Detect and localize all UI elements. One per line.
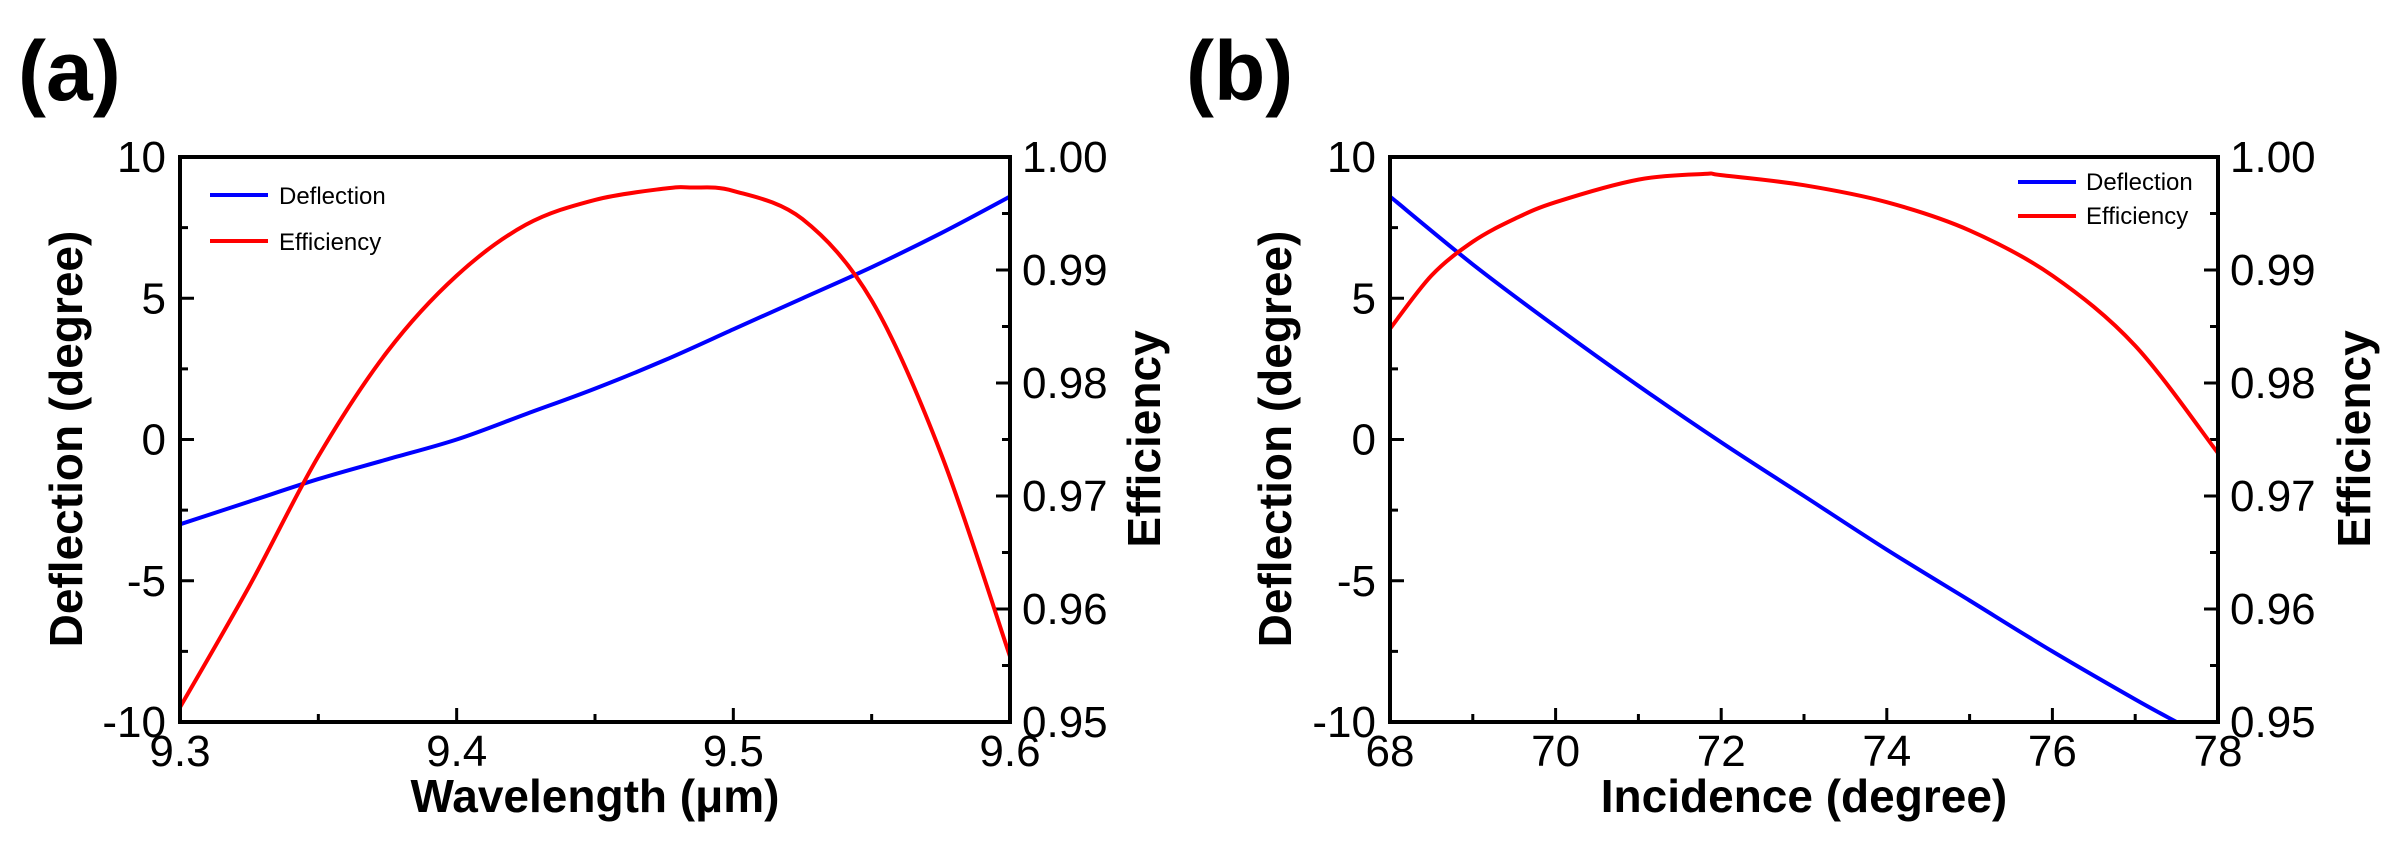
y-left-axis-title-a: Deflection (degree): [40, 231, 92, 648]
axes-ticks-b: [1388, 155, 2220, 724]
x-tick-label: 9.6: [979, 727, 1040, 776]
y-right-tick-label: 1.00: [1022, 133, 1108, 182]
series-line-deflection-a: [179, 194, 1011, 527]
y-right-tick-label: 0.95: [1022, 698, 1108, 747]
y-left-tick-label: 10: [1327, 133, 1376, 182]
legend-label-deflection-a: Deflection: [279, 183, 386, 210]
y-left-axis-title-b: Deflection (degree): [1249, 231, 1301, 648]
x-tick-label: 68: [1366, 727, 1415, 776]
y-right-tick-label: 0.96: [1022, 585, 1108, 634]
series-line-deflection-b: [1388, 194, 2178, 724]
tick-labels-a: 9.3 9.4 9.5 9.6 -10 -5 0 5 10 0.95 0.96 0.97 0.98 0.9…: [102, 133, 1107, 776]
y-right-tick-label: 0.95: [2230, 698, 2316, 747]
y-right-tick-label: 0.97: [2230, 472, 2316, 521]
y-left-tick-label: -10: [102, 698, 166, 747]
series-group-b: [1388, 171, 2220, 724]
legend-a: Deflection Efficiency: [210, 183, 386, 256]
legend-b: Deflection Efficiency: [2018, 169, 2193, 230]
y-right-tick-label: 0.97: [1022, 472, 1108, 521]
y-left-tick-label: 5: [142, 274, 166, 323]
x-tick-label: 70: [1531, 727, 1580, 776]
y-left-tick-label: 5: [1352, 274, 1376, 323]
legend-label-efficiency-b: Efficiency: [2086, 203, 2188, 230]
x-tick-label: 78: [2194, 727, 2243, 776]
series-line-efficiency-b: [1388, 171, 2220, 455]
x-axis-title-a: Wavelength (μm): [411, 770, 780, 822]
plot-frame-a: [178, 155, 1012, 724]
x-axis-title-b: Incidence (degree): [1601, 770, 2007, 822]
y-left-tick-label: -10: [1312, 698, 1376, 747]
panel-label-a: (a): [18, 24, 121, 118]
y-right-tick-label: 0.99: [1022, 246, 1108, 295]
y-left-tick-label: 10: [117, 133, 166, 182]
y-right-tick-label: 0.98: [1022, 359, 1108, 408]
y-left-tick-label: 0: [1352, 416, 1376, 465]
series-group-a: [178, 185, 1012, 709]
legend-label-efficiency-a: Efficiency: [279, 229, 381, 256]
panel-a: (a) 9.3 9.4 9.5 9.6 -10 -5 0 5 10 0.95 0.96 0.97 0.9…: [18, 24, 1170, 822]
y-right-tick-label: 1.00: [2230, 133, 2316, 182]
plot-frame-b: [1388, 155, 2220, 724]
y-right-axis-title-a: Efficiency: [1118, 330, 1170, 548]
x-tick-label: 72: [1697, 727, 1746, 776]
series-line-efficiency-a: [178, 185, 1012, 709]
panel-b: (b) 68 70 72 74 76 78 -10 -5 0 5 10 0.95 0.96 0.97 0.9…: [1186, 24, 2380, 822]
panel-label-b: (b): [1186, 24, 1293, 118]
y-left-tick-label: -5: [127, 557, 166, 606]
y-left-tick-label: -5: [1337, 557, 1376, 606]
y-right-tick-label: 0.99: [2230, 246, 2316, 295]
tick-labels-b: 68 70 72 74 76 78 -10 -5 0 5 10 0.95 0.96 0.97 0.98 0.9…: [1312, 133, 2315, 776]
y-right-tick-label: 0.98: [2230, 359, 2316, 408]
x-tick-label: 74: [1862, 727, 1911, 776]
x-tick-label: 9.3: [149, 727, 210, 776]
y-left-tick-label: 0: [142, 416, 166, 465]
x-tick-label: 9.5: [703, 727, 764, 776]
x-tick-label: 76: [2028, 727, 2077, 776]
y-right-tick-label: 0.96: [2230, 585, 2316, 634]
legend-label-deflection-b: Deflection: [2086, 169, 2193, 196]
y-right-axis-title-b: Efficiency: [2328, 330, 2380, 548]
x-tick-label: 9.4: [426, 727, 487, 776]
